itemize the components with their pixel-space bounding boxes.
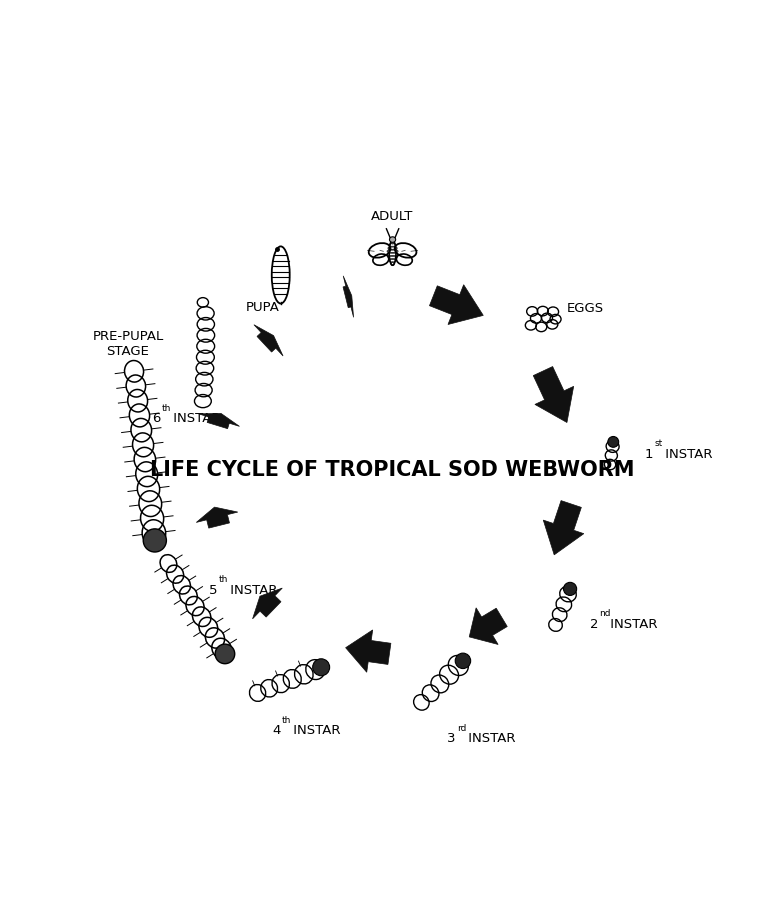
Polygon shape bbox=[470, 608, 507, 644]
Ellipse shape bbox=[608, 436, 619, 447]
Text: nd: nd bbox=[599, 610, 611, 618]
Polygon shape bbox=[198, 413, 240, 429]
Text: 2: 2 bbox=[590, 618, 598, 631]
Text: PUPA: PUPA bbox=[246, 300, 280, 314]
Polygon shape bbox=[254, 325, 283, 356]
Ellipse shape bbox=[313, 659, 329, 676]
Text: INSTAR: INSTAR bbox=[289, 724, 340, 737]
Text: 6: 6 bbox=[152, 412, 161, 425]
Polygon shape bbox=[533, 366, 574, 422]
Text: th: th bbox=[162, 404, 171, 413]
Polygon shape bbox=[543, 500, 584, 554]
Polygon shape bbox=[345, 630, 391, 672]
Text: INSTAR: INSTAR bbox=[169, 412, 221, 425]
Ellipse shape bbox=[564, 582, 577, 596]
Polygon shape bbox=[430, 285, 483, 324]
Text: th: th bbox=[282, 716, 291, 725]
Text: 1: 1 bbox=[644, 448, 653, 461]
Text: ADULT: ADULT bbox=[372, 210, 414, 223]
Text: INSTAR: INSTAR bbox=[464, 733, 516, 745]
Ellipse shape bbox=[389, 237, 396, 242]
Text: rd: rd bbox=[457, 723, 466, 733]
Text: INSTAR: INSTAR bbox=[226, 584, 277, 597]
Text: LIFE CYCLE OF TROPICAL SOD WEBWORM: LIFE CYCLE OF TROPICAL SOD WEBWORM bbox=[150, 460, 635, 479]
Polygon shape bbox=[253, 588, 283, 619]
Polygon shape bbox=[343, 276, 354, 318]
Ellipse shape bbox=[143, 529, 166, 552]
Text: INSTAR: INSTAR bbox=[661, 448, 712, 461]
Ellipse shape bbox=[215, 644, 234, 664]
Text: EGGS: EGGS bbox=[566, 302, 604, 315]
Text: INSTAR: INSTAR bbox=[607, 618, 658, 631]
Polygon shape bbox=[196, 507, 237, 528]
Ellipse shape bbox=[455, 653, 470, 668]
Text: 3: 3 bbox=[447, 733, 456, 745]
Text: 4: 4 bbox=[272, 724, 280, 737]
Text: PRE-PUPAL
STAGE: PRE-PUPAL STAGE bbox=[93, 330, 164, 358]
Text: th: th bbox=[219, 575, 228, 584]
Text: st: st bbox=[654, 439, 663, 448]
Text: 5: 5 bbox=[209, 584, 218, 597]
